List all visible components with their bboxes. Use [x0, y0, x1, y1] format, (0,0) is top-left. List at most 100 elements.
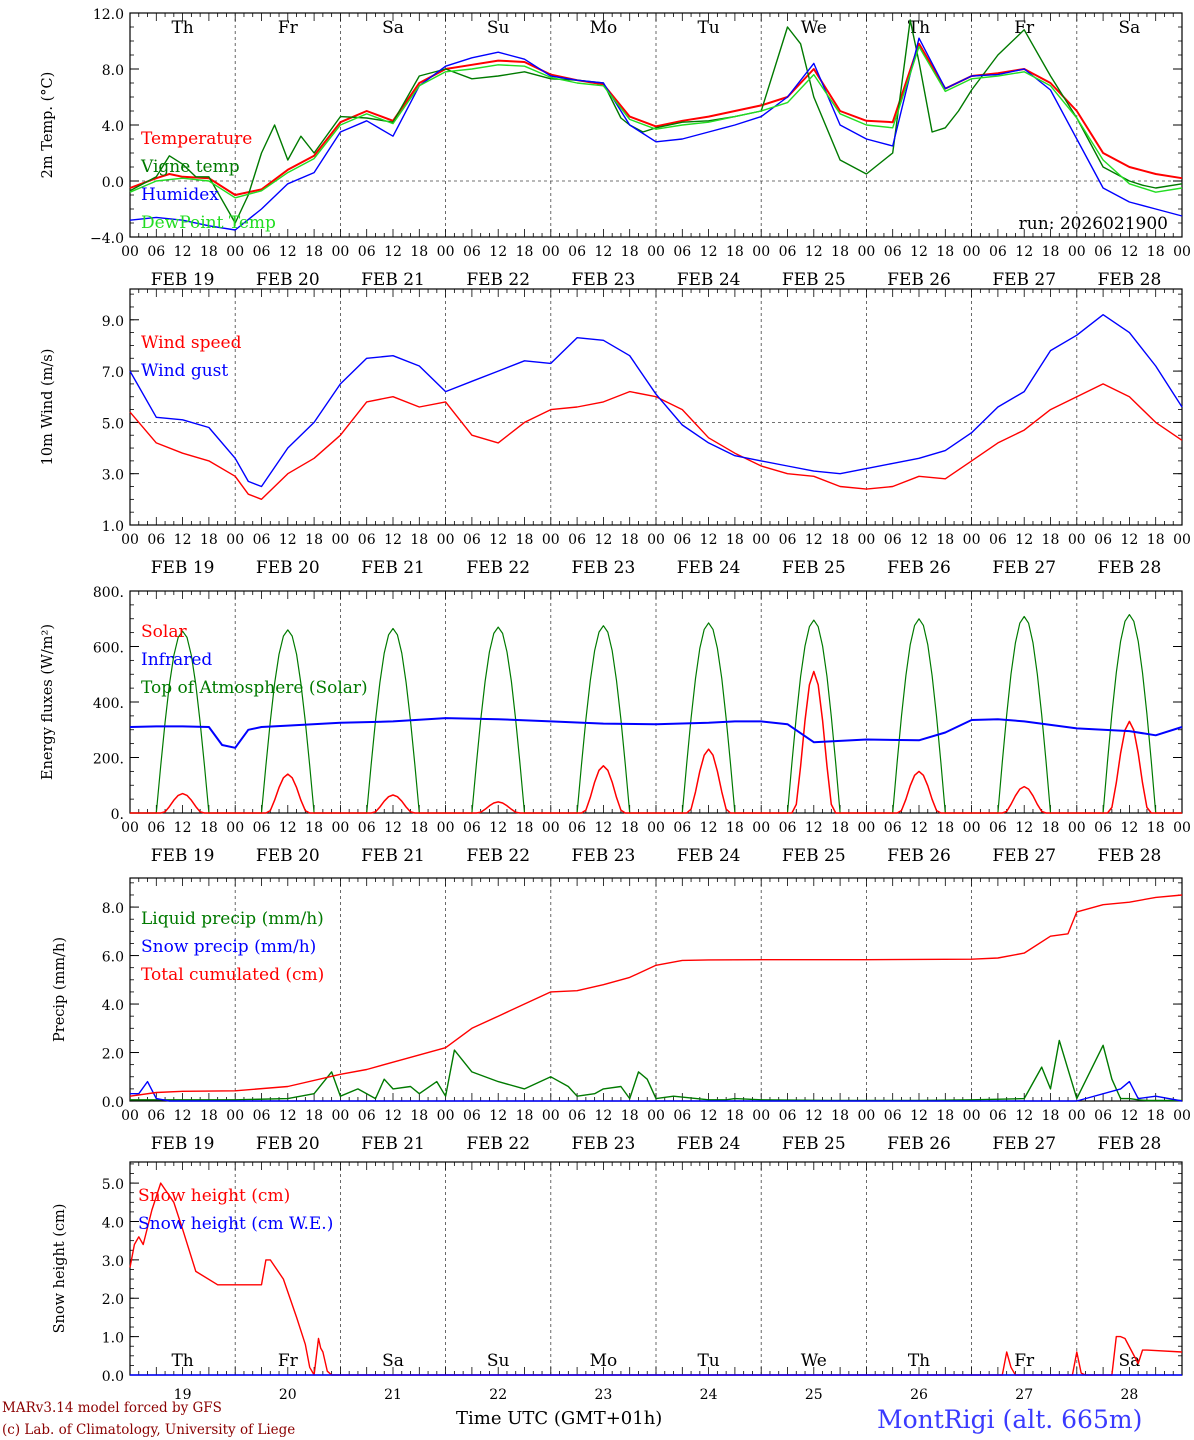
hour-label: 06 [1094, 1108, 1112, 1124]
hour-label: 12 [174, 532, 192, 548]
legend-entry: Snow precip (mm/h) [141, 937, 316, 957]
hour-label: 12 [279, 820, 297, 836]
hour-label: 06 [673, 244, 691, 260]
hour-label: 12 [910, 532, 928, 548]
hour-label: 00 [121, 244, 139, 260]
hour-label: 18 [516, 244, 534, 260]
hour-label: 06 [358, 532, 376, 548]
hour-label: 06 [463, 244, 481, 260]
hour-label: 06 [673, 820, 691, 836]
hour-label: 12 [1120, 820, 1138, 836]
hour-label: 12 [1120, 1108, 1138, 1124]
weekday-label: Sa [382, 1351, 404, 1371]
hour-label: 18 [516, 1108, 534, 1124]
hour-label: 00 [647, 244, 665, 260]
hour-label: 00 [1173, 1108, 1191, 1124]
legend-entry: Snow height (cm) [138, 1186, 290, 1206]
hour-label: 18 [1042, 532, 1060, 548]
date-label: FEB 27 [992, 846, 1056, 866]
hour-label: 18 [410, 244, 428, 260]
date-label: FEB 19 [151, 846, 215, 866]
hour-label: 12 [384, 1108, 402, 1124]
y-tick-label: 2.0 [102, 1047, 124, 1063]
hour-label: 06 [779, 820, 797, 836]
date-label: FEB 23 [572, 1134, 636, 1154]
hour-label: 12 [910, 820, 928, 836]
hour-label: 12 [805, 532, 823, 548]
hour-label: 06 [673, 532, 691, 548]
hour-label: 00 [331, 1108, 349, 1124]
hour-label: 00 [1068, 532, 1086, 548]
hour-label: 18 [305, 1108, 323, 1124]
hour-label: 06 [147, 820, 165, 836]
hour-label: 00 [542, 244, 560, 260]
hour-label: 12 [594, 244, 612, 260]
hour-label: 06 [779, 532, 797, 548]
wind-speedline [129, 383, 1183, 500]
date-label: FEB 28 [1098, 270, 1162, 290]
weekday-label: Tu [697, 1351, 719, 1371]
hour-label: 00 [437, 1108, 455, 1124]
run-annotation: run: 2026021900 [1019, 214, 1168, 234]
weekday-label: Mo [590, 1351, 618, 1371]
hour-label: 12 [1015, 1108, 1033, 1124]
day-number-label: 20 [279, 1387, 297, 1403]
legend-entry: Total cumulated (cm) [141, 965, 324, 985]
date-label: FEB 20 [256, 1134, 320, 1154]
date-label: FEB 22 [466, 558, 530, 578]
hour-label: 18 [726, 532, 744, 548]
hour-label: 12 [1120, 532, 1138, 548]
panels-group: −4.0 0.0 4.0 8.0 12.0 2m Temp. (°C) 00 06 12 18 FE… [40, 7, 1191, 1403]
hour-label: 06 [989, 244, 1007, 260]
hour-label: 18 [831, 1108, 849, 1124]
hour-label: 12 [594, 532, 612, 548]
hour-label: 06 [358, 820, 376, 836]
date-label: FEB 22 [466, 270, 530, 290]
infrared-line [129, 717, 1183, 749]
hour-label: 00 [752, 1108, 770, 1124]
hour-label: 18 [621, 820, 639, 836]
hour-label: 18 [1042, 244, 1060, 260]
y-tick-label: 3.0 [102, 1254, 124, 1270]
date-label: FEB 22 [466, 1134, 530, 1154]
hour-label: 00 [226, 244, 244, 260]
hour-label: 00 [752, 820, 770, 836]
weekday-label: Sa [1119, 18, 1141, 38]
wind-gustline [129, 314, 1183, 488]
y-tick-label: 600. [93, 641, 124, 657]
hour-label: 06 [253, 244, 271, 260]
hour-label: 12 [805, 244, 823, 260]
hour-label: 06 [568, 244, 586, 260]
hour-label: 18 [305, 532, 323, 548]
hour-label: 06 [884, 532, 902, 548]
date-label: FEB 26 [887, 1134, 951, 1154]
hour-label: 18 [200, 244, 218, 260]
weekday-label: Fr [1014, 1351, 1035, 1371]
day-number-label: 23 [594, 1387, 612, 1403]
date-label: FEB 27 [992, 558, 1056, 578]
hour-label: 06 [358, 1108, 376, 1124]
hour-label: 18 [726, 244, 744, 260]
hour-label: 00 [963, 820, 981, 836]
panel-temp: −4.0 0.0 4.0 8.0 12.0 2m Temp. (°C) 00 06 12 18 FE… [40, 7, 1191, 290]
hour-label: 18 [200, 532, 218, 548]
date-label: FEB 24 [677, 558, 741, 578]
day-number-label: 25 [805, 1387, 823, 1403]
hour-label: 00 [857, 820, 875, 836]
hour-label: 06 [147, 532, 165, 548]
hour-label: 06 [1094, 820, 1112, 836]
hour-label: 12 [700, 1108, 718, 1124]
date-label: FEB 24 [677, 1134, 741, 1154]
hour-label: 00 [331, 532, 349, 548]
weekday-label: Th [908, 1351, 930, 1371]
hour-label: 18 [410, 820, 428, 836]
lab-credit: (c) Lab. of Climatology, University of L… [2, 1422, 295, 1438]
hour-label: 06 [358, 244, 376, 260]
y-tick-label: 9.0 [102, 314, 124, 330]
hour-label: 00 [437, 244, 455, 260]
y-tick-label: 7.0 [102, 365, 124, 381]
hour-label: 18 [516, 820, 534, 836]
hour-label: 00 [752, 532, 770, 548]
hour-label: 00 [963, 532, 981, 548]
hour-label: 18 [936, 1108, 954, 1124]
